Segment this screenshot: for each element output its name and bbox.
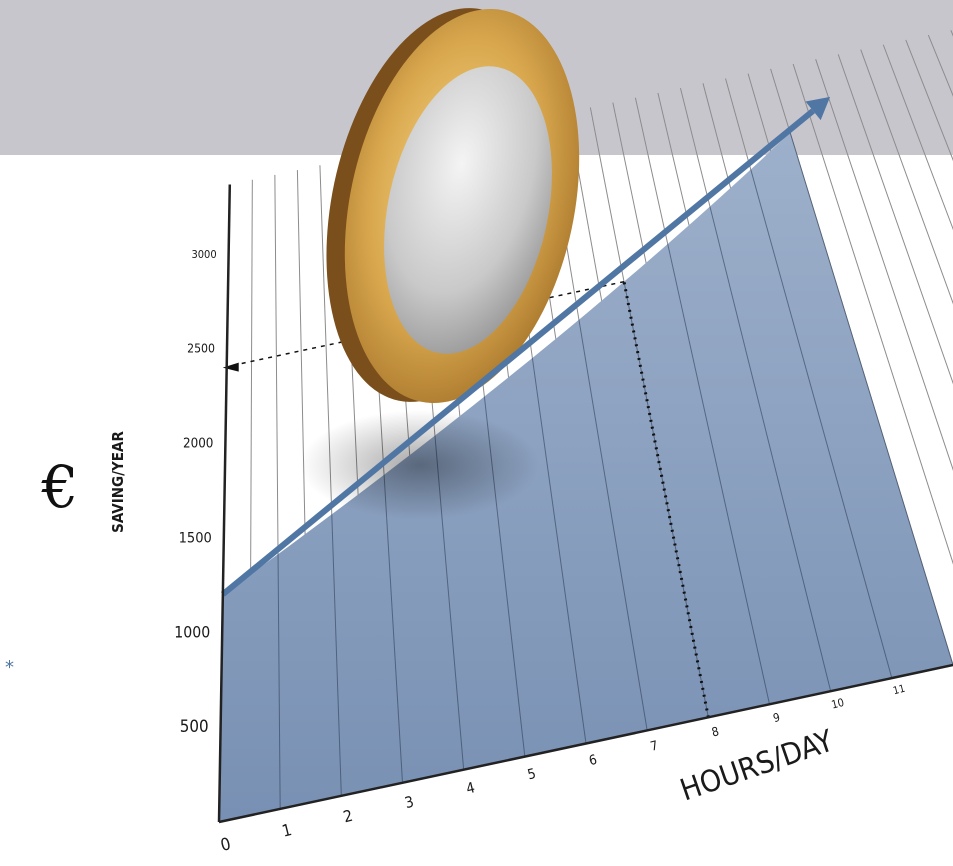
area-grid-line (331, 514, 342, 796)
area-grid-line (709, 206, 832, 692)
area-grid-line (623, 281, 709, 718)
area-grid-line (383, 474, 403, 783)
series-area (219, 132, 953, 822)
x-axis-line (218, 663, 953, 824)
grid-line (882, 44, 953, 231)
highlight-guides (222, 280, 710, 718)
x-tick-label: 8 (710, 724, 720, 739)
coin (300, 8, 580, 520)
y-tick-label: 2000 (183, 437, 213, 452)
footnote-marker: * (5, 657, 14, 678)
x-tick-label: 11 (892, 683, 906, 698)
y-tick-label: 500 (180, 716, 209, 736)
x-tick-label: 6 (588, 753, 599, 769)
y-tick-label: 1000 (174, 622, 210, 641)
x-axis-title: HOURS/DAY (676, 723, 838, 808)
y-axis-line (217, 184, 232, 823)
area-grid-line (531, 357, 587, 744)
y-tick-label: 3000 (191, 248, 216, 261)
highlight-arrow-head (222, 362, 239, 372)
coin-shadow (300, 410, 540, 520)
series-arrow-head (805, 96, 831, 121)
area-grid-line (578, 319, 648, 731)
x-tick-label: 0 (219, 834, 233, 856)
area-grid-line (277, 554, 281, 809)
grid-line (860, 49, 953, 305)
x-tick-label: 10 (830, 696, 845, 712)
grid-line (837, 54, 953, 385)
x-tick-label: 2 (341, 806, 354, 827)
x-tick-label: 3 (403, 793, 416, 813)
coin-center (384, 66, 552, 354)
x-tick-labels: 0123456789101112 (219, 683, 907, 856)
x-tick-label: 5 (526, 766, 538, 783)
y-axis-title: SAVING/YEAR (109, 431, 127, 533)
grid-line (792, 63, 953, 565)
x-tick-label: 1 (280, 820, 294, 841)
area-grid-line (750, 169, 893, 679)
series-line (220, 108, 815, 597)
currency-symbol: € (41, 453, 79, 521)
y-tick-label: 2500 (187, 342, 215, 356)
x-tick-label: 7 (649, 738, 660, 754)
area-grid-line (667, 243, 770, 705)
y-tick-label: 1500 (179, 530, 212, 546)
grid-line (815, 59, 953, 471)
x-tick-label: 4 (464, 779, 476, 798)
area-grid-line (789, 132, 953, 666)
x-tick-label: 9 (772, 710, 782, 725)
y-tick-labels: 500 1000 1500 2000 2500 3000 (174, 248, 216, 736)
grid-line (905, 39, 953, 162)
